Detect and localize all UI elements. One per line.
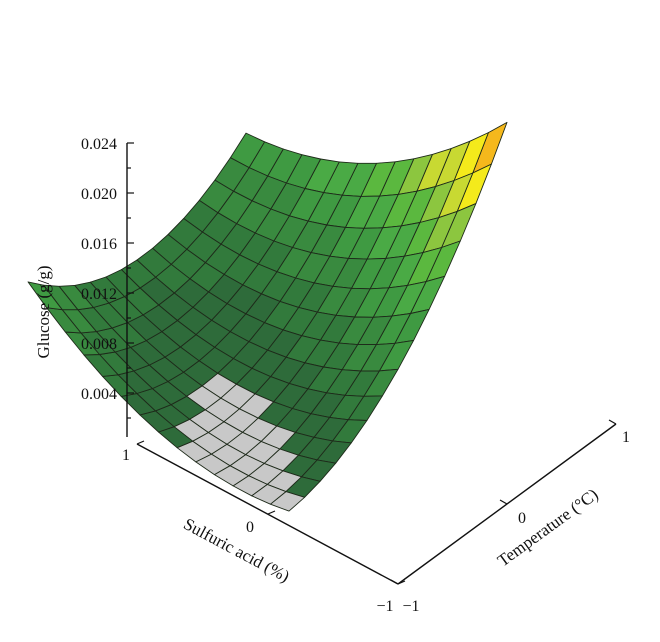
z-tick-label: 0.008 xyxy=(81,336,117,353)
z-tick-label: 0.024 xyxy=(81,136,117,153)
x-tick-label: 0 xyxy=(246,519,254,536)
z-axis-title: Glucose (g/g) xyxy=(34,265,53,358)
z-axis-ticks: 0.004 0.008 0.012 0.016 0.020 0.024 xyxy=(81,136,134,419)
x-axis-title: Sulfuric acid (%) xyxy=(180,514,292,586)
y-axis-tick xyxy=(390,579,399,585)
x-axis-line xyxy=(136,443,399,585)
x-axis-tick xyxy=(136,440,145,445)
z-tick-label: 0.016 xyxy=(81,236,117,253)
y-axis-tick xyxy=(499,499,508,505)
y-tick-label: 0 xyxy=(518,510,526,527)
x-axis-tick xyxy=(267,510,276,515)
z-tick-label: 0.012 xyxy=(81,286,117,303)
x-tick-label: 1 xyxy=(122,447,130,464)
x-tick-label: −1 xyxy=(376,598,393,615)
response-surface xyxy=(27,121,508,512)
y-tick-label: 1 xyxy=(622,429,630,446)
surface-cell xyxy=(27,281,63,311)
z-tick-label: 0.020 xyxy=(81,186,117,203)
y-axis-title: Temperature (°C) xyxy=(494,485,602,571)
y-axis-tick xyxy=(608,419,617,425)
y-axis: −1 0 1 Temperature (°C) xyxy=(390,419,630,615)
y-tick-label: −1 xyxy=(402,598,419,615)
z-axis: 0.004 0.008 0.012 0.016 0.020 0.024 Glucose (… xyxy=(34,136,134,437)
z-tick-label: 0.004 xyxy=(81,386,117,403)
